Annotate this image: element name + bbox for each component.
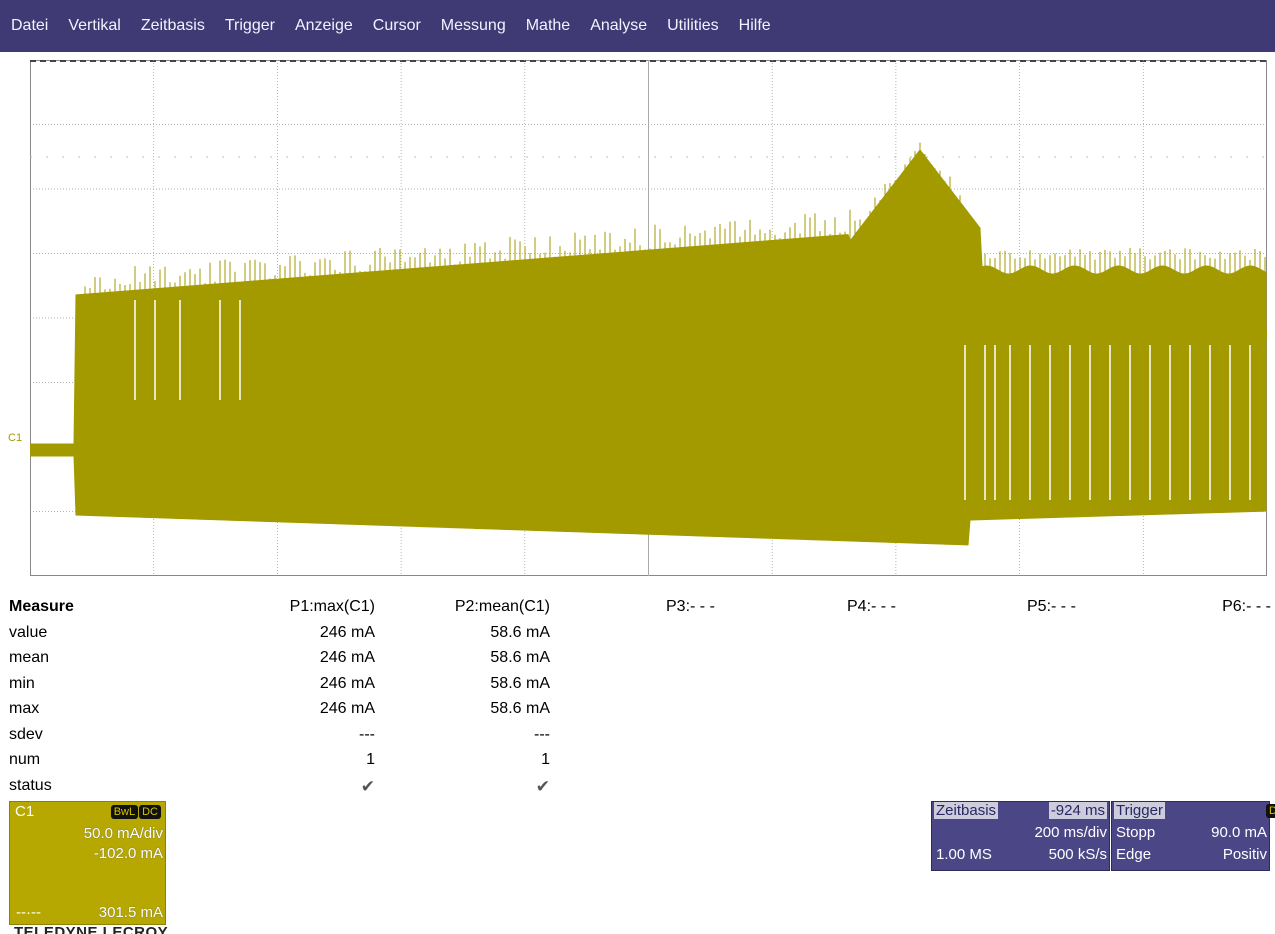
trigger-level: 90.0 mA: [1211, 824, 1267, 841]
measure-p1-value: 246 mA: [320, 675, 375, 693]
teledyne-lecroy-logo: TELEDYNE LECROY: [14, 924, 168, 934]
channel-readout: 301.5 mA: [99, 904, 163, 921]
timebase-rate: 500 kS/s: [1049, 846, 1107, 863]
measure-p2-value: 58.6 mA: [490, 624, 550, 642]
timebase-samples: 1.00 MS: [936, 846, 992, 863]
menu-cursor[interactable]: Cursor: [362, 17, 430, 35]
vertical-scale: 50.0 mA/div: [84, 825, 163, 842]
measure-row-label: num: [9, 751, 40, 769]
measure-p1-value: 246 mA: [320, 700, 375, 718]
measure-col-p6[interactable]: P6:- - -: [1222, 598, 1271, 616]
coupling-badge: DC: [139, 805, 161, 819]
channel-marker-label: C1: [8, 432, 22, 444]
measure-col-p5[interactable]: P5:- - -: [1027, 598, 1076, 616]
trigger-slope: Positiv: [1223, 846, 1267, 863]
measure-col-p4[interactable]: P4:- - -: [847, 598, 896, 616]
measure-col-p1[interactable]: P1:max(C1): [290, 598, 375, 616]
measure-header-row: Measure P1:max(C1) P2:mean(C1) P3:- - - …: [9, 598, 1271, 624]
trigger-label: Trigger: [1114, 802, 1165, 819]
channel-name: C1: [15, 803, 34, 820]
bandwidth-limit-badge: BwL: [111, 805, 138, 819]
measure-p1-value: 246 mA: [320, 624, 375, 642]
measure-row: min 246 mA 58.6 mA: [9, 675, 1271, 701]
menu-vertikal[interactable]: Vertikal: [57, 17, 129, 35]
measure-p2-value: 1: [541, 751, 550, 769]
menu-trigger[interactable]: Trigger: [214, 17, 284, 35]
measure-p1-value: ---: [359, 726, 375, 744]
status-check-icon: ✔: [361, 777, 375, 797]
trigger-mode: Stopp: [1116, 824, 1155, 841]
trigger-descriptor[interactable]: Trigger C1 DC Stopp 90.0 mA Edge Positiv: [1111, 801, 1270, 871]
measure-row-label: max: [9, 700, 39, 718]
measure-p2-value: 58.6 mA: [490, 700, 550, 718]
measure-p1-value: 1: [366, 751, 375, 769]
menu-datei[interactable]: Datei: [0, 17, 57, 35]
measure-row-label: value: [9, 624, 47, 642]
menu-mathe[interactable]: Mathe: [515, 17, 579, 35]
status-check-icon: ✔: [536, 777, 550, 797]
measure-row: status ✔ ✔: [9, 777, 1271, 803]
measure-table: Measure P1:max(C1) P2:mean(C1) P3:- - - …: [9, 598, 1271, 802]
measure-row-label: status: [9, 777, 52, 795]
measure-row: value 246 mA 58.6 mA: [9, 624, 1271, 650]
measure-p2-value: 58.6 mA: [490, 675, 550, 693]
measure-p2-value: ---: [534, 726, 550, 744]
measure-row: sdev --- ---: [9, 726, 1271, 752]
trigger-type: Edge: [1116, 846, 1151, 863]
waveform-graticule: [30, 60, 1267, 576]
measure-p1-value: 246 mA: [320, 649, 375, 667]
measure-p2-value: 58.6 mA: [490, 649, 550, 667]
menu-messung[interactable]: Messung: [430, 17, 515, 35]
measure-row-label: mean: [9, 649, 49, 667]
measure-row: mean 246 mA 58.6 mA: [9, 649, 1271, 675]
menu-utilities[interactable]: Utilities: [656, 17, 728, 35]
menu-analyse[interactable]: Analyse: [579, 17, 656, 35]
channel-c1-descriptor[interactable]: C1 BwL DC 50.0 mA/div -102.0 mA --·-- 30…: [9, 801, 166, 925]
measure-title: Measure: [9, 598, 74, 616]
timebase-delay: -924 ms: [1049, 802, 1107, 819]
menu-anzeige[interactable]: Anzeige: [284, 17, 362, 35]
timebase-label: Zeitbasis: [934, 802, 998, 819]
menu-bar: Datei Vertikal Zeitbasis Trigger Anzeige…: [0, 0, 1275, 52]
measure-col-p3[interactable]: P3:- - -: [666, 598, 715, 616]
vertical-offset: -102.0 mA: [94, 845, 163, 862]
menu-zeitbasis[interactable]: Zeitbasis: [130, 17, 214, 35]
timebase-descriptor[interactable]: Zeitbasis -924 ms 200 ms/div 1.00 MS 500…: [931, 801, 1110, 871]
channel-badges: BwL DC: [111, 805, 161, 819]
measure-col-p2[interactable]: P2:mean(C1): [455, 598, 550, 616]
measure-row-label: min: [9, 675, 35, 693]
waveform-display[interactable]: [30, 60, 1267, 576]
timebase-per-div: 200 ms/div: [1034, 824, 1107, 841]
measure-row: max 246 mA 58.6 mA: [9, 700, 1271, 726]
measure-row: num 1 1: [9, 751, 1271, 777]
cursor-dash-icon: --·--: [16, 904, 41, 921]
menu-hilfe[interactable]: Hilfe: [728, 17, 780, 35]
trigger-coupling-badge: DC: [1266, 804, 1275, 818]
measure-row-label: sdev: [9, 726, 43, 744]
